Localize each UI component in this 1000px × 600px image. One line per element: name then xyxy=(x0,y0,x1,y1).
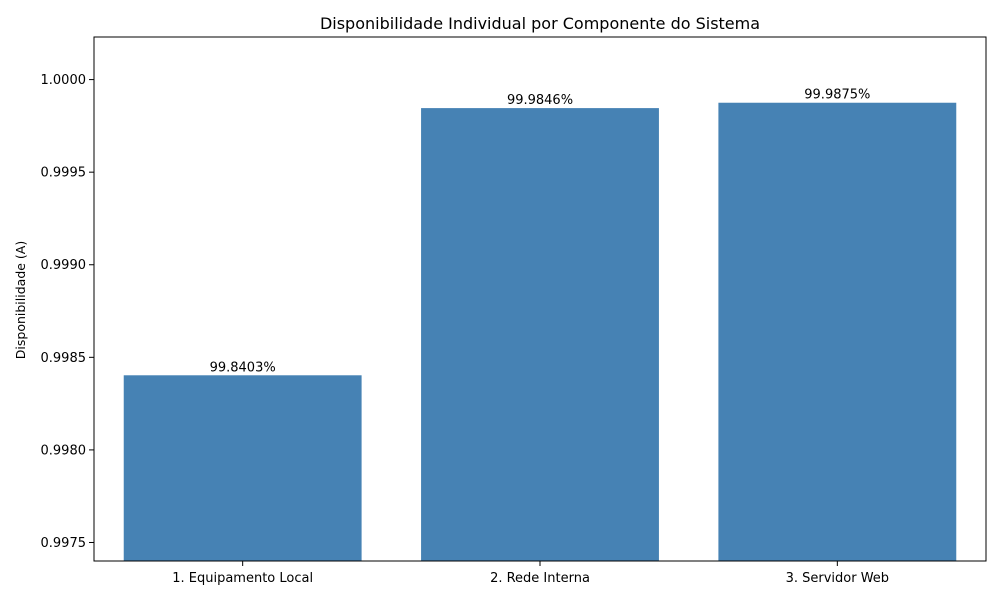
x-tick-label: 2. Rede Interna xyxy=(490,571,590,586)
y-tick-label: 0.9985 xyxy=(41,351,87,366)
bar-value-label: 99.9846% xyxy=(507,93,573,108)
x-tick-label: 3. Servidor Web xyxy=(786,571,889,586)
y-tick-label: 0.9975 xyxy=(41,536,87,551)
y-tick-label: 1.0000 xyxy=(41,73,87,88)
bar-1 xyxy=(123,375,362,561)
y-axis-label: Disponibilidade (A) xyxy=(13,241,28,359)
plot-area: 99.8403% 1. Equipamento Local 99.9846% 2. R… xyxy=(41,36,987,586)
bar-value-label: 99.8403% xyxy=(210,360,276,375)
y-tick-label: 0.9980 xyxy=(41,443,87,458)
y-tick-label: 0.9995 xyxy=(41,166,87,181)
bar-value-label: 99.9875% xyxy=(804,88,870,103)
x-tick-label: 1. Equipamento Local xyxy=(172,571,313,586)
bar-3 xyxy=(718,102,957,561)
chart-title: Disponibilidade Individual por Component… xyxy=(320,14,760,33)
bar-2 xyxy=(421,108,659,561)
plot-frame xyxy=(93,36,987,562)
y-tick-label: 0.9990 xyxy=(41,258,87,273)
